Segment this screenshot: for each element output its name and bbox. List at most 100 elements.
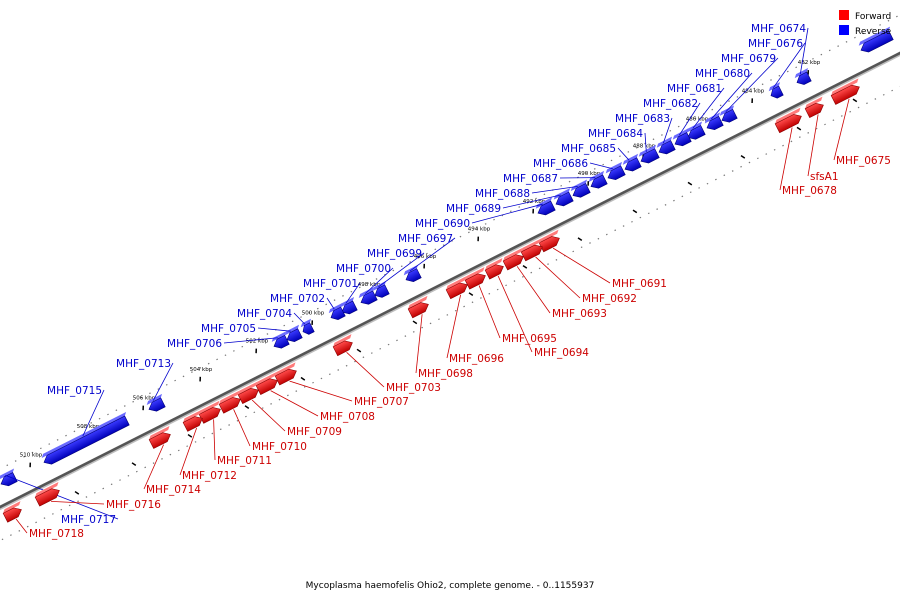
gene-mhf-0697[interactable]: MHF_0697	[398, 233, 456, 284]
gene-mhf-0686-label: MHF_0686	[533, 158, 588, 170]
gene-mhf-0691-leader	[552, 247, 611, 284]
gene-mhf-0705[interactable]: MHF_0705	[201, 323, 305, 344]
gene-mhf-0703-leader	[346, 352, 385, 388]
gene-mhf-0699[interactable]: MHF_0699	[367, 248, 425, 300]
gene-mhf-0676-label: MHF_0676	[748, 38, 803, 50]
gene-mhf-0702[interactable]: MHF_0702	[270, 293, 348, 322]
genome-axis	[0, 51, 900, 511]
axis-tick-label: 506 kbp	[133, 396, 156, 402]
gene-mhf-0683-leader	[662, 117, 673, 144]
gene-mhf-0689-label: MHF_0689	[446, 203, 501, 215]
gene-mhf-0690[interactable]: MHF_0690	[415, 197, 558, 230]
gene-mhf-0707-leader	[289, 380, 353, 402]
gene-mhf-0679[interactable]: MHF_0679	[718, 53, 779, 125]
gene-mhf-0706[interactable]: MHF_0706	[167, 331, 292, 351]
gene-mhf-0674-leader	[799, 27, 809, 75]
gene-mhf-0686[interactable]: MHF_0686	[533, 158, 628, 182]
gene-mhf-0713[interactable]: MHF_0713	[116, 358, 174, 414]
gene-mhf-0704[interactable]: MHF_0704	[237, 308, 317, 336]
gene-mhf-0700-label: MHF_0700	[336, 263, 391, 275]
axis-tick-label: 500 kbp	[302, 310, 325, 316]
gene-mhf-0710[interactable]: MHF_0710	[218, 390, 307, 453]
axis-tick-label: 496 kbp	[414, 254, 437, 260]
gene-mhf-0706-label: MHF_0706	[167, 338, 222, 350]
gene-mhf-0682-leader	[678, 102, 701, 136]
gene-mhf-0678[interactable]: MHF_0678	[774, 107, 837, 197]
gene-mhf-0678-label: MHF_0678	[782, 185, 837, 197]
gene-mhf-0694-label: MHF_0694	[534, 347, 589, 359]
gene-mhf-0692[interactable]: MHF_0692	[520, 238, 637, 305]
axis-minor-tick	[522, 264, 528, 269]
gene-mhf-0718-leader	[15, 518, 28, 534]
gene-mhf-0688-leader	[531, 186, 578, 194]
gene-mhf-0685[interactable]: MHF_0685	[561, 143, 644, 174]
gene-mhf-0682-label: MHF_0682	[643, 98, 698, 110]
gene-mhf-0717[interactable]: MHF_0717	[0, 468, 119, 526]
gene-mhf-0688[interactable]: MHF_0688	[475, 179, 593, 200]
gene-mhf-0707-label: MHF_0707	[354, 396, 409, 408]
gene-mhf-0703[interactable]: MHF_0703	[332, 334, 441, 394]
gene-mhf-0690-label: MHF_0690	[415, 218, 470, 230]
gene-mhf-0711[interactable]: MHF_0711	[198, 400, 272, 467]
gene-reverse-edge[interactable]	[857, 26, 896, 55]
gene-mhf-0697-label: MHF_0697	[398, 233, 453, 245]
gene-mhf-0690-leader	[471, 203, 543, 224]
gene-mhf-0696-leader	[446, 294, 461, 359]
gene-mhf-0696[interactable]: MHF_0696	[445, 276, 504, 365]
gene-mhf-0695[interactable]: MHF_0695	[464, 267, 557, 345]
gene-mhf-0709[interactable]: MHF_0709	[237, 381, 342, 438]
axis-tick-label: 488 kbp	[633, 143, 656, 149]
axis-minor-tick	[740, 154, 746, 159]
gene-mhf-0701[interactable]: MHF_0701	[303, 278, 361, 317]
axis-minor-tick	[356, 348, 362, 353]
axis-tick-label: 510 kbp	[20, 453, 43, 459]
gene-mhf-0685-label: MHF_0685	[561, 143, 616, 155]
reverse-genes: MHF_0674 MHF_0676 MHF_0679 MHF_0680 MHF_0681…	[0, 23, 896, 526]
gene-mhf-0680-leader	[710, 72, 753, 120]
gene-mhf-0709-leader	[251, 399, 286, 432]
gene-mhf-0698[interactable]: MHF_0698	[407, 295, 473, 380]
gene-mhf-0693[interactable]: MHF_0693	[502, 247, 607, 320]
gene-mhf-0714[interactable]: MHF_0714	[143, 425, 201, 496]
gene-mhf-0684[interactable]: MHF_0684	[588, 128, 662, 166]
gene-mhf-0718[interactable]: MHF_0718	[2, 501, 84, 540]
gene-mhf-0707[interactable]: MHF_0707	[274, 362, 409, 408]
gene-mhf-0674[interactable]: MHF_0674	[751, 23, 814, 87]
gene-mhf-0691[interactable]: MHF_0691	[538, 229, 667, 290]
gene-mhf-0708[interactable]: MHF_0708	[255, 372, 375, 423]
gene-mhf-0684-label: MHF_0684	[588, 128, 643, 140]
gene-sfsa1[interactable]: sfsA1	[804, 96, 839, 183]
gene-mhf-0716[interactable]: MHF_0716	[34, 481, 161, 511]
axis-tick-label: 504 kbp	[190, 367, 213, 373]
gene-mhf-0675[interactable]: MHF_0675	[830, 78, 891, 167]
gene-mhf-0716-label: MHF_0716	[106, 499, 161, 511]
axis-minor-tick	[687, 181, 693, 186]
gene-mhf-0689[interactable]: MHF_0689	[446, 188, 576, 215]
gene-mhf-0687[interactable]: MHF_0687	[503, 170, 610, 191]
gene-mhf-0715[interactable]: MHF_0715	[40, 385, 132, 467]
gene-mhf-0704-leader	[293, 312, 306, 325]
gene-mhf-0716-leader	[51, 500, 105, 505]
gene-mhf-0680[interactable]: MHF_0680	[695, 68, 753, 132]
axis-minor-tick	[796, 126, 802, 131]
gene-mhf-0717-leader	[5, 474, 119, 520]
axis-line	[0, 51, 900, 509]
gene-mhf-0681[interactable]: MHF_0681	[667, 83, 725, 142]
axis-tick-label: 508 kbp	[77, 424, 100, 430]
gene-mhf-0697-leader	[409, 237, 456, 272]
gene-mhf-0676[interactable]: MHF_0676	[748, 38, 806, 100]
gene-mhf-0682[interactable]: MHF_0682	[643, 98, 701, 149]
gene-mhf-0714-label: MHF_0714	[146, 484, 201, 496]
gene-mhf-0704-label: MHF_0704	[237, 308, 292, 320]
gene-mhf-0715-leader	[82, 389, 105, 437]
gene-mhf-0692-label: MHF_0692	[582, 293, 637, 305]
gene-mhf-0686-leader	[589, 162, 613, 170]
gene-mhf-0700[interactable]: MHF_0700	[336, 263, 394, 307]
gene-mhf-0694[interactable]: MHF_0694	[484, 258, 589, 359]
gene-mhf-0683[interactable]: MHF_0683	[615, 113, 678, 157]
gene-mhf-0713-label: MHF_0713	[116, 358, 171, 370]
axis-minor-tick	[187, 433, 193, 438]
gene-mhf-0687-label: MHF_0687	[503, 173, 558, 185]
gene-mhf-0712[interactable]: MHF_0712	[179, 409, 237, 482]
axis-minor-tick	[577, 237, 583, 242]
